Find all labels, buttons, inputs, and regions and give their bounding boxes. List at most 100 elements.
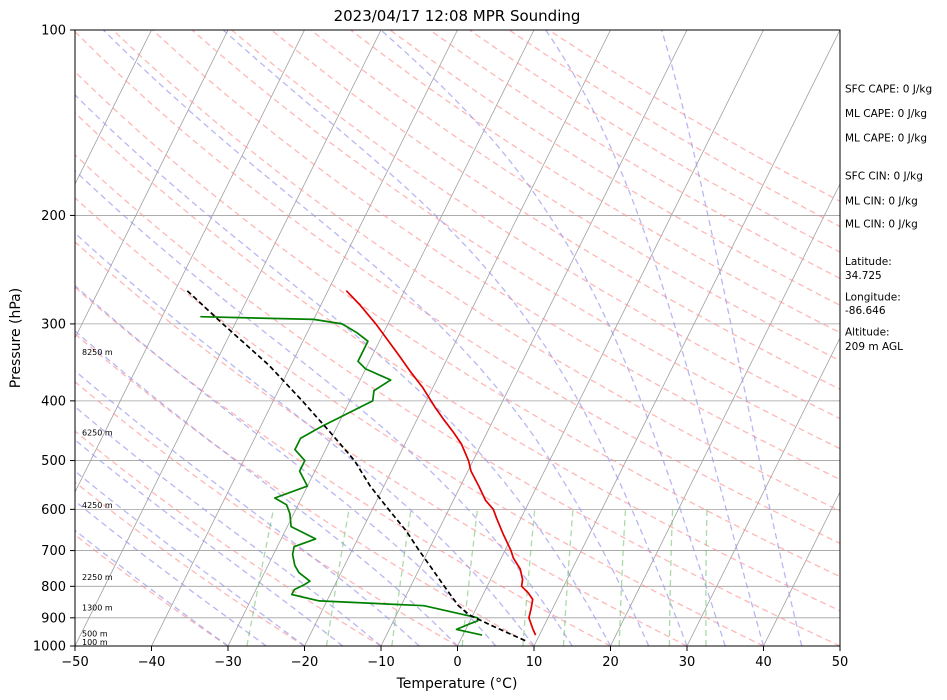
isotherm-line <box>457 30 764 646</box>
mixing-ratio-line <box>461 509 479 646</box>
y-tick-label: 1000 <box>33 640 66 655</box>
x-tick-label: 20 <box>602 655 619 670</box>
moist-adiabat-line <box>222 30 688 646</box>
y-axis: 100 200 300 400 500 600 700 800 900 1000 <box>33 24 75 655</box>
y-axis-label: Pressure (hPa) <box>8 288 24 388</box>
y-tick-label: 900 <box>41 611 66 626</box>
mixing-ratio-line <box>668 509 674 646</box>
dry-adiabat-line <box>75 533 229 646</box>
x-axis: −50 −40 −30 −20 −10 0 10 20 30 40 50 <box>61 646 848 670</box>
sounding-annotation: Longitude: <box>845 292 901 304</box>
moist-adiabat-line <box>75 232 535 646</box>
background-lines <box>75 30 840 646</box>
dry-adiabat-line <box>75 196 764 646</box>
moist-adiabat-line <box>661 30 803 646</box>
sounding-annotation: Altitude: <box>845 327 890 339</box>
y-tick-label: 400 <box>41 394 66 409</box>
isotherm-line <box>686 337 840 646</box>
dewpoint-line <box>200 315 483 636</box>
dry-adiabat-line <box>75 481 305 646</box>
mixing-ratio-line <box>705 509 708 646</box>
isotherm-line <box>75 30 152 185</box>
moist-adiabat-line <box>545 30 765 646</box>
isotherm-line <box>75 30 305 493</box>
dry-adiabat-line <box>75 70 840 578</box>
sounding-annotation: SFC CAPE: 0 J/kg <box>845 84 932 96</box>
moist-adiabat-line <box>75 405 382 646</box>
sounding-annotation: ML CAPE: 0 J/kg <box>845 132 927 144</box>
moist-adiabat-line <box>102 30 650 646</box>
isotherm-line <box>763 491 840 646</box>
moist-adiabat-line <box>380 30 726 646</box>
sounding-annotation: -86.646 <box>845 305 886 317</box>
x-tick-label: 50 <box>832 655 849 670</box>
height-label: 100 m <box>82 638 108 647</box>
y-tick-label: 300 <box>41 317 66 332</box>
mixing-ratio-line <box>246 509 275 646</box>
isotherm-line <box>533 30 840 646</box>
y-tick-label: 600 <box>41 503 66 518</box>
mixing-ratio-line <box>391 509 412 646</box>
moist-adiabat-line <box>75 94 612 646</box>
x-tick-label: −50 <box>61 655 88 670</box>
moist-adiabat-line <box>75 470 305 646</box>
sounding-annotation: 34.725 <box>845 270 882 282</box>
dry-adiabat-line <box>270 30 840 390</box>
isotherm-line <box>610 183 840 646</box>
dry-adiabat-line <box>75 30 840 545</box>
temperature-line <box>345 290 537 636</box>
chart-title: 2023/04/17 12:08 MPR Sounding <box>334 7 581 25</box>
y-tick-label: 500 <box>41 454 66 469</box>
isotherm-line <box>227 30 535 646</box>
sounding-annotation: Latitude: <box>845 256 892 268</box>
height-label: 1300 m <box>82 604 113 613</box>
x-tick-label: −40 <box>138 655 165 670</box>
annotations: SFC CAPE: 0 J/kg ML CAPE: 0 J/kg ML CAPE: … <box>845 84 932 353</box>
mixing-ratio-line <box>325 509 350 646</box>
dry-adiabat-line <box>75 111 840 612</box>
sounding-annotation: ML CIN: 0 J/kg <box>845 196 918 208</box>
moist-adiabat-line <box>75 500 267 646</box>
x-tick-label: −30 <box>214 655 241 670</box>
x-tick-label: 40 <box>755 655 772 670</box>
sounding-annotation: ML CIN: 0 J/kg <box>845 219 918 231</box>
moist-adiabat-line <box>75 330 458 646</box>
x-tick-label: −10 <box>367 655 394 670</box>
isotherm-line <box>304 30 611 646</box>
height-label: 6250 m <box>82 428 113 437</box>
isotherm-line <box>151 30 458 646</box>
height-label: 500 m <box>82 630 108 639</box>
y-tick-label: 700 <box>41 544 66 559</box>
moist-adiabat-line <box>75 439 344 646</box>
moist-adiabat-line <box>75 284 497 646</box>
sounding-series <box>186 290 537 642</box>
y-tick-label: 800 <box>41 580 66 595</box>
x-tick-label: 0 <box>453 655 461 670</box>
dry-adiabat-line <box>75 333 535 646</box>
dry-adiabat-line <box>389 30 840 306</box>
dry-adiabat-line <box>75 241 688 646</box>
dry-adiabat-line <box>350 30 840 334</box>
height-label: 4250 m <box>82 501 113 510</box>
x-axis-label: Temperature (°C) <box>396 676 518 692</box>
dry-adiabat-line <box>75 286 611 646</box>
mixing-ratio-line <box>618 509 627 646</box>
sounding-annotation: ML CAPE: 0 J/kg <box>845 108 927 120</box>
x-tick-label: 10 <box>526 655 543 670</box>
x-tick-label: −20 <box>291 655 318 670</box>
isotherm-line <box>75 30 229 339</box>
moist-adiabat-line <box>75 529 229 646</box>
moist-adiabat-line <box>75 169 573 646</box>
x-tick-label: 30 <box>679 655 696 670</box>
isotherm-line <box>75 30 382 646</box>
height-label: 2250 m <box>82 573 113 582</box>
dry-adiabat-line <box>75 380 458 646</box>
height-label: 8250 m <box>82 348 113 357</box>
sounding-annotation: 209 m AGL <box>845 341 903 353</box>
dry-adiabat-line <box>112 30 840 512</box>
y-tick-label: 100 <box>41 24 66 39</box>
y-tick-label: 200 <box>41 209 66 224</box>
dry-adiabat-line <box>75 430 382 646</box>
